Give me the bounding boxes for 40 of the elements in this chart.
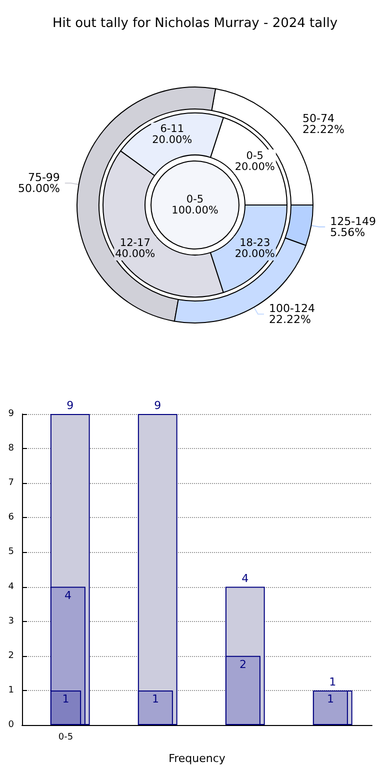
data-label: 100.00% — [172, 204, 218, 216]
y-tick-label: 5 — [8, 547, 14, 558]
data-label: 1 — [329, 675, 336, 688]
data-label: 2 — [239, 658, 246, 671]
slice-label: 6-11 — [160, 123, 184, 136]
y-tick-label: 3 — [8, 616, 14, 626]
slice-label: 12-17 — [120, 236, 150, 249]
x-axis-title: Frequency — [168, 752, 226, 765]
y-tick-label: 2 — [8, 650, 14, 661]
slice-label: 100-124 — [268, 302, 315, 316]
chart-title: Hit out tally for Nicholas Murray - 2024 tally — [52, 16, 338, 31]
y-tick-label: 6 — [8, 512, 14, 523]
y-tick-label: 7 — [8, 478, 14, 488]
data-label: 50.00% — [18, 182, 60, 196]
data-label: 20.00% — [152, 134, 192, 146]
data-label: 9 — [66, 399, 74, 412]
slice-label: 125-149 — [330, 214, 376, 228]
data-label: 4 — [64, 588, 72, 602]
y-tick-label: 4 — [8, 582, 14, 592]
data-label: 20.00% — [234, 161, 275, 174]
slice-label: 50-74 — [302, 112, 334, 126]
slice-label: 75-99 — [28, 171, 60, 184]
slice-label: 18-23 — [240, 236, 270, 249]
data-label: 1 — [62, 692, 70, 706]
y-tick-label: 8 — [8, 444, 14, 454]
data-label: 22.22% — [302, 123, 344, 136]
y-tick-label: 1 — [8, 685, 14, 696]
slice-label: 0-5 — [246, 150, 264, 162]
slice-label: 0-5 — [186, 194, 204, 206]
data-label: 5.56% — [330, 226, 366, 239]
data-label: 20.00% — [234, 248, 275, 260]
y-tick-label: 0 — [8, 720, 14, 730]
data-label: 4 — [242, 572, 249, 585]
data-label: 1 — [152, 692, 159, 706]
data-label: 40.00% — [115, 248, 156, 260]
data-label: 1 — [326, 692, 334, 706]
bar — [138, 414, 178, 725]
data-label: 9 — [154, 399, 162, 412]
data-label: 22.22% — [268, 313, 311, 326]
y-tick-label: 9 — [8, 409, 14, 419]
